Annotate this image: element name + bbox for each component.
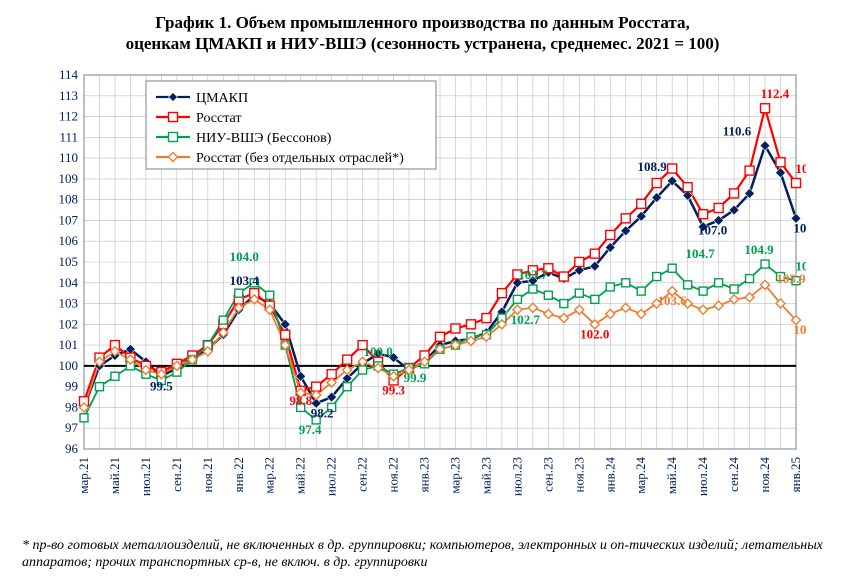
svg-text:99: 99 [65, 378, 78, 393]
svg-text:июл.24: июл.24 [695, 456, 710, 496]
svg-text:99.3: 99.3 [382, 382, 405, 397]
svg-text:104.7: 104.7 [686, 246, 716, 261]
svg-text:99.5: 99.5 [150, 378, 173, 393]
svg-text:сен.23: сен.23 [540, 457, 555, 492]
svg-text:май.23: май.23 [478, 457, 493, 494]
svg-text:102.7: 102.7 [511, 311, 541, 326]
svg-text:ноя.21: ноя.21 [200, 457, 215, 492]
svg-text:103.4: 103.4 [230, 273, 260, 288]
svg-text:Росстат: Росстат [196, 111, 241, 126]
svg-text:100: 100 [59, 357, 79, 372]
svg-text:98.2: 98.2 [311, 405, 334, 420]
svg-text:110.6: 110.6 [723, 123, 752, 138]
svg-text:Росстат (без отдельных отрасле: Росстат (без отдельных отраслей*) [196, 151, 404, 166]
svg-text:ноя.23: ноя.23 [571, 457, 586, 492]
svg-text:мар.22: мар.22 [262, 457, 277, 494]
svg-text:98: 98 [65, 399, 78, 414]
svg-text:103: 103 [59, 295, 79, 310]
svg-text:янв.22: янв.22 [231, 457, 246, 492]
svg-text:102: 102 [59, 316, 79, 331]
svg-text:НИУ-ВШЭ (Бессонов): НИУ-ВШЭ (Бессонов) [196, 131, 332, 146]
svg-text:108.8: 108.8 [795, 161, 806, 176]
svg-text:104.1: 104.1 [795, 258, 806, 273]
svg-text:янв.24: янв.24 [602, 456, 617, 492]
chart-title: График 1. Объем промышленного производст… [16, 12, 829, 55]
svg-text:112.4: 112.4 [761, 86, 790, 101]
svg-text:102.0: 102.0 [580, 326, 609, 341]
svg-text:111: 111 [59, 129, 78, 144]
svg-text:май.24: май.24 [664, 456, 679, 494]
svg-text:114: 114 [59, 67, 79, 82]
svg-text:мар.23: мар.23 [447, 457, 462, 494]
svg-text:113: 113 [59, 87, 78, 102]
svg-text:98.8: 98.8 [289, 392, 312, 407]
svg-text:107.1: 107.1 [793, 220, 806, 235]
svg-text:99.9: 99.9 [404, 369, 427, 384]
svg-text:ноя.24: ноя.24 [757, 456, 772, 492]
svg-text:105: 105 [59, 254, 79, 269]
svg-text:97: 97 [65, 420, 79, 435]
title-line-2: оценкам ЦМАКП и НИУ-ВШЭ (сезонность устр… [126, 34, 720, 53]
svg-text:109: 109 [59, 170, 79, 185]
svg-text:108.9: 108.9 [638, 158, 668, 173]
svg-text:112: 112 [59, 108, 78, 123]
svg-text:июл.23: июл.23 [509, 457, 524, 496]
svg-text:мар.24: мар.24 [633, 456, 648, 493]
svg-text:мар.21: мар.21 [76, 457, 91, 494]
svg-text:сен.22: сен.22 [355, 457, 370, 492]
svg-text:103.6: 103.6 [658, 293, 688, 308]
svg-text:107.0: 107.0 [698, 222, 727, 237]
title-line-1: График 1. Объем промышленного производст… [155, 13, 689, 32]
svg-text:сен.21: сен.21 [169, 457, 184, 492]
svg-text:102.2: 102.2 [793, 322, 806, 337]
chart-footnote: * пр-во готовых металлоизделий, не включ… [16, 537, 829, 572]
svg-text:100.0: 100.0 [363, 343, 392, 358]
svg-text:96: 96 [65, 441, 79, 456]
svg-text:104: 104 [59, 274, 79, 289]
chart-container: 96 97 98 99 100 101 102 103 104 105 106 107 108 109 11… [16, 61, 806, 531]
svg-text:май.22: май.22 [293, 457, 308, 494]
svg-text:ноя.22: ноя.22 [386, 457, 401, 492]
svg-text:101: 101 [59, 337, 79, 352]
svg-text:110: 110 [59, 150, 78, 165]
svg-text:ЦМАКП: ЦМАКП [196, 91, 248, 106]
svg-text:104.9: 104.9 [744, 242, 774, 257]
svg-text:106: 106 [59, 233, 79, 248]
svg-text:июл.21: июл.21 [138, 457, 153, 496]
svg-text:97.4: 97.4 [299, 421, 322, 436]
svg-text:янв.23: янв.23 [417, 457, 432, 492]
svg-text:103.7: 103.7 [518, 267, 548, 282]
svg-text:108: 108 [59, 191, 79, 206]
svg-text:сен.24: сен.24 [726, 456, 741, 491]
svg-text:янв.25: янв.25 [788, 457, 803, 492]
svg-text:июл.22: июл.22 [324, 457, 339, 496]
line-chart: 96 97 98 99 100 101 102 103 104 105 106 107 108 109 11… [16, 61, 806, 531]
svg-text:104.0: 104.0 [230, 248, 259, 263]
svg-text:107: 107 [59, 212, 79, 227]
svg-text:май.21: май.21 [107, 457, 122, 494]
